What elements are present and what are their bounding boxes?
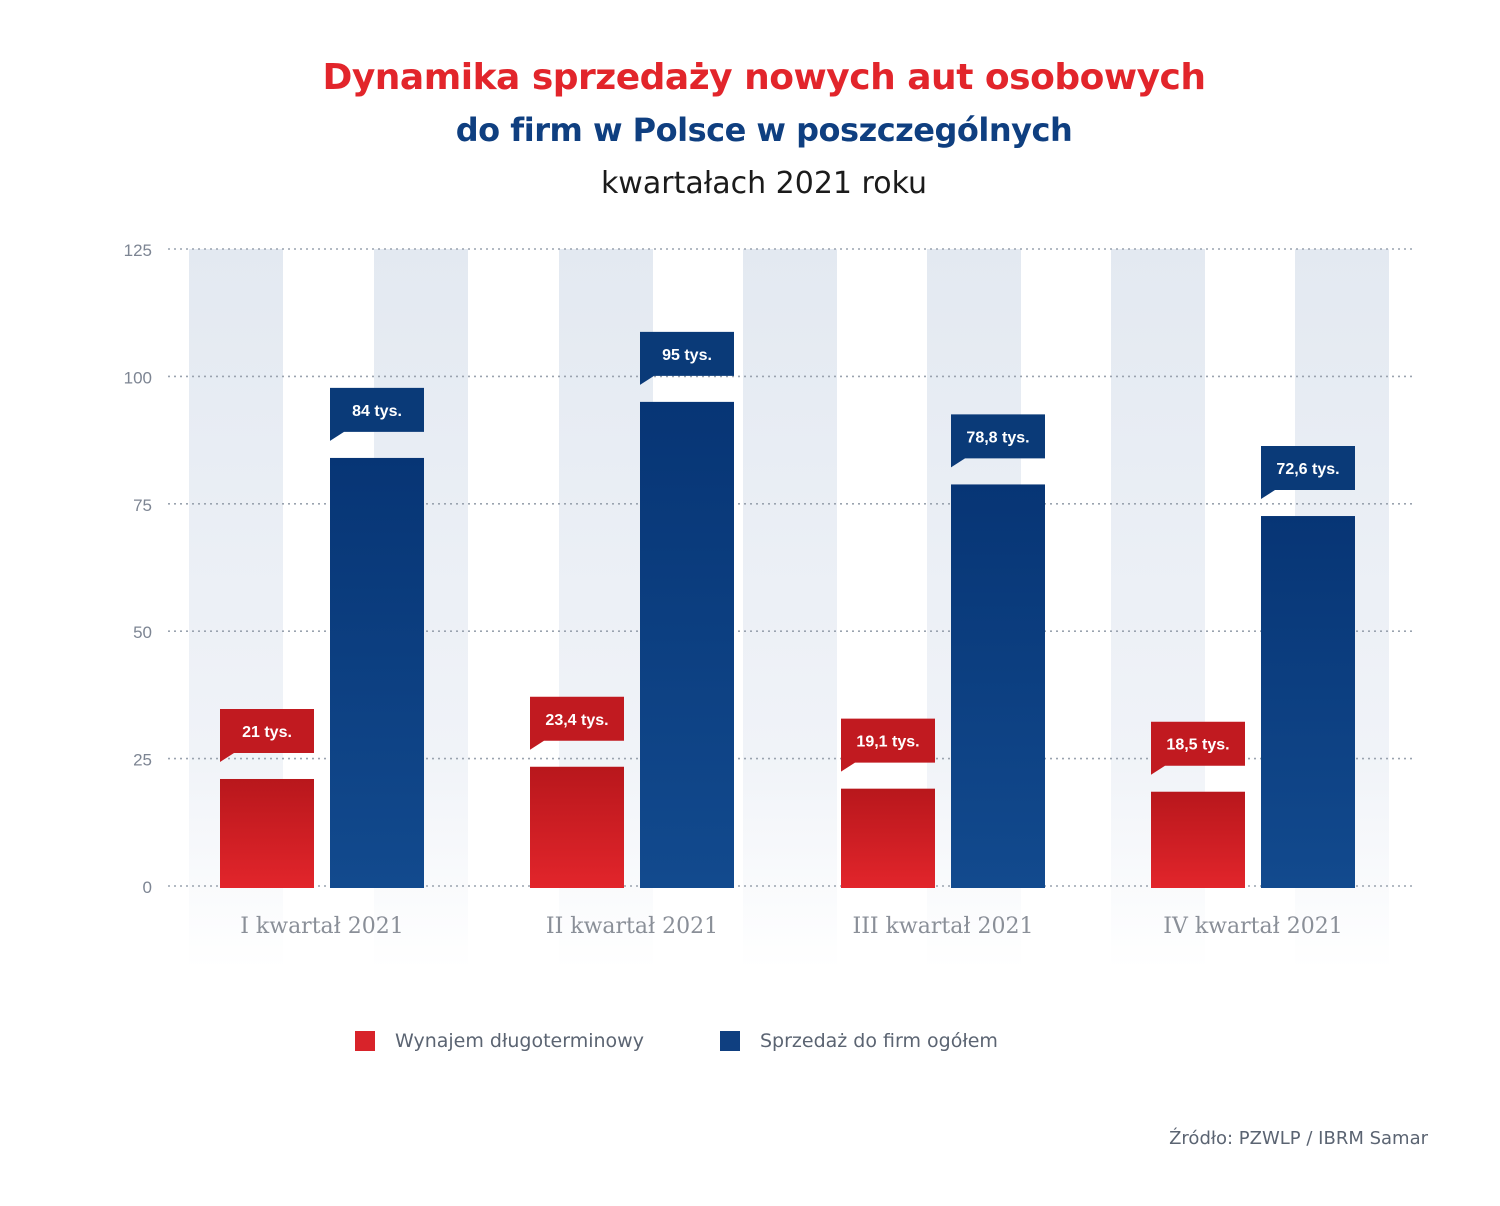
- bar-sprzedaz-4: [1261, 516, 1355, 888]
- legend-label-blue: Sprzedaż do firm ogółem: [760, 1030, 998, 1052]
- bar-sprzedaz-1: [330, 457, 424, 888]
- legend-item-blue: Sprzedaż do firm ogółem: [720, 1030, 998, 1052]
- background-band: [743, 249, 837, 969]
- bar-chart: 0 25 50 75 100 125 21 tys. 84 tys. 23,4 tys. 95 …: [124, 241, 1412, 969]
- category-label: II kwartał 2021: [546, 914, 718, 939]
- bar-wynajem-1: [220, 778, 314, 888]
- bar-sprzedaz-3: [951, 484, 1045, 888]
- data-label: 78,8 tys.: [966, 429, 1029, 446]
- data-label-callout: [1151, 721, 1245, 775]
- data-label: 23,4 tys.: [545, 712, 608, 729]
- y-tick-label: 75: [133, 496, 152, 515]
- data-label: 84 tys.: [352, 403, 402, 420]
- data-label-callout: [841, 718, 935, 772]
- category-label: IV kwartał 2021: [1163, 914, 1342, 939]
- y-tick-label: 25: [133, 751, 152, 770]
- data-label-callout: [530, 696, 624, 750]
- data-label-callout: [220, 708, 314, 762]
- category-label: III kwartał 2021: [853, 914, 1034, 939]
- category-label: I kwartał 2021: [240, 914, 404, 939]
- data-label: 19,1 tys.: [856, 734, 919, 751]
- bar-wynajem-4: [1151, 791, 1245, 888]
- data-label: 72,6 tys.: [1276, 461, 1339, 478]
- data-label-callout: [330, 387, 424, 441]
- y-tick-label: 0: [143, 878, 152, 897]
- data-label-callout: [951, 414, 1045, 468]
- data-label-callout: [640, 331, 734, 385]
- bar-wynajem-3: [841, 788, 935, 888]
- chart-title: Dynamika sprzedaży nowych aut osobowych …: [0, 52, 1500, 212]
- legend-label-red: Wynajem długoterminowy: [395, 1030, 644, 1052]
- legend-swatch-blue: [720, 1031, 740, 1051]
- source-note: Źródło: PZWLP / IBRM Samar: [1169, 1128, 1428, 1149]
- legend-swatch-red: [355, 1031, 375, 1051]
- y-tick-label: 125: [124, 241, 152, 260]
- legend-item-red: Wynajem długoterminowy: [355, 1030, 644, 1052]
- data-label-callout: [1261, 446, 1355, 500]
- data-label: 21 tys.: [242, 724, 292, 741]
- title-line-1: Dynamika sprzedaży nowych aut osobowych: [322, 57, 1206, 98]
- bar-sprzedaz-2: [640, 401, 734, 888]
- title-line-3: kwartałach 2021 roku: [600, 166, 928, 201]
- bar-wynajem-2: [530, 766, 624, 888]
- data-label: 18,5 tys.: [1166, 737, 1229, 754]
- y-tick-label: 50: [133, 623, 152, 642]
- y-tick-label: 100: [124, 368, 152, 387]
- title-line-2: do firm w Polsce w poszczególnych: [455, 111, 1073, 149]
- data-label: 95 tys.: [662, 347, 712, 364]
